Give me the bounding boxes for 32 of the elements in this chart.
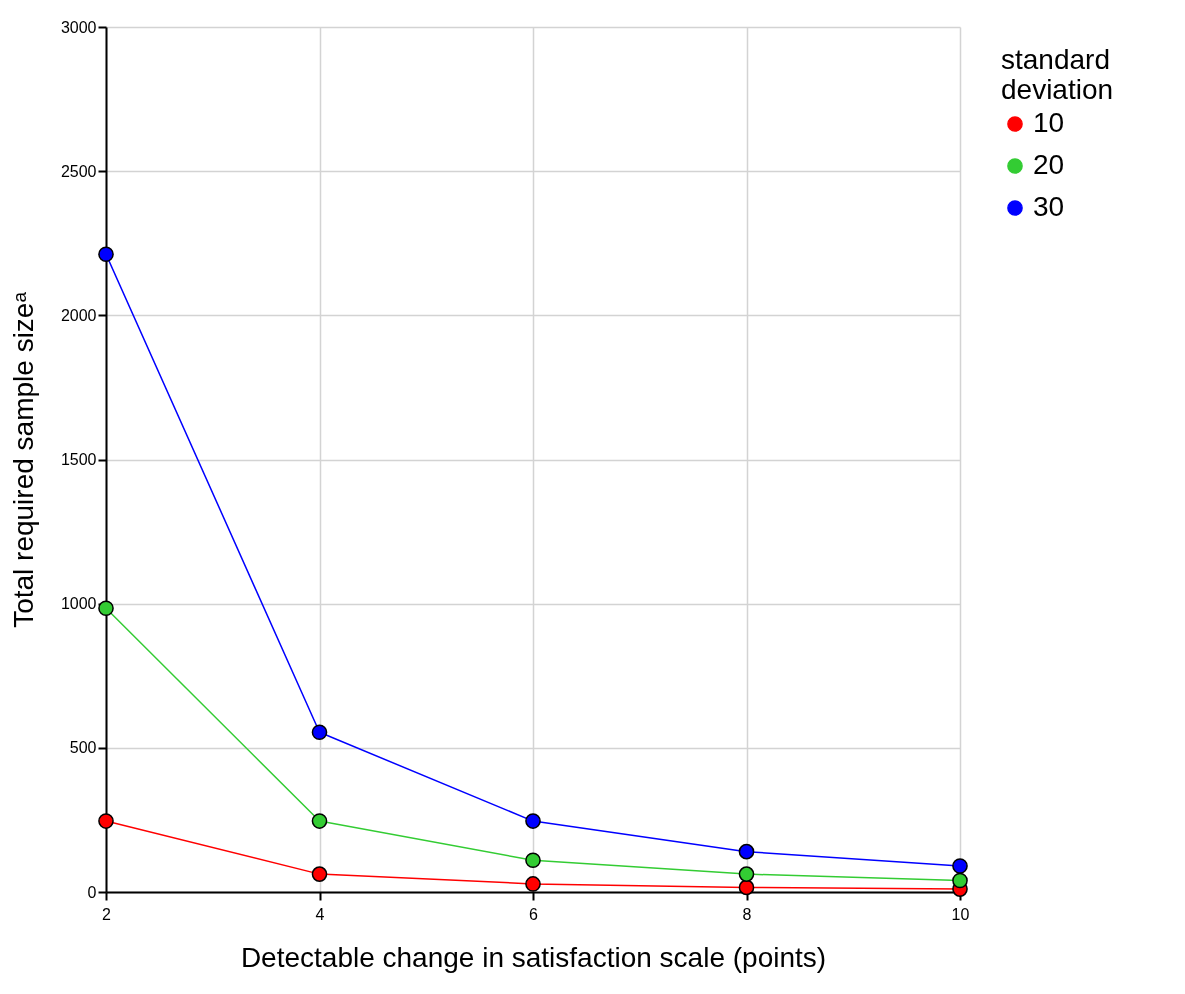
point <box>311 724 328 741</box>
point <box>738 843 755 860</box>
y-tick-label: 3000 <box>60 18 97 36</box>
point <box>311 813 328 829</box>
point <box>738 879 755 896</box>
x-tick-label: 10 <box>951 905 970 923</box>
y-tick-label: 1000 <box>60 595 97 613</box>
y-tick-label: 0 <box>87 883 97 901</box>
legend-label: 20 <box>1033 149 1065 180</box>
point <box>525 852 541 869</box>
x-tick-label: 2 <box>102 905 112 923</box>
x-axis-title: Detectable change in satisfaction scale (points) <box>240 941 827 973</box>
point <box>98 246 114 263</box>
legend-label: 30 <box>1033 191 1065 222</box>
y-tick-label: 2500 <box>60 162 97 180</box>
y-tick-label: 500 <box>69 739 97 757</box>
point <box>98 600 114 617</box>
point <box>952 872 968 889</box>
y-axis-title: Total required sample sizeᵃ <box>7 291 39 628</box>
y-tick-label: 2000 <box>60 306 97 324</box>
point <box>525 813 541 829</box>
x-tick-label: 6 <box>529 905 539 923</box>
y-tick-label: 1500 <box>60 451 97 468</box>
legend-label: 10 <box>1033 107 1065 138</box>
x-tick-label: 4 <box>315 905 325 923</box>
point <box>311 866 328 882</box>
point <box>738 866 755 882</box>
point <box>525 876 541 892</box>
point <box>952 858 968 874</box>
legend-title: standard deviation <box>1001 44 1114 105</box>
x-tick-label: 8 <box>742 905 752 923</box>
point <box>98 813 114 829</box>
